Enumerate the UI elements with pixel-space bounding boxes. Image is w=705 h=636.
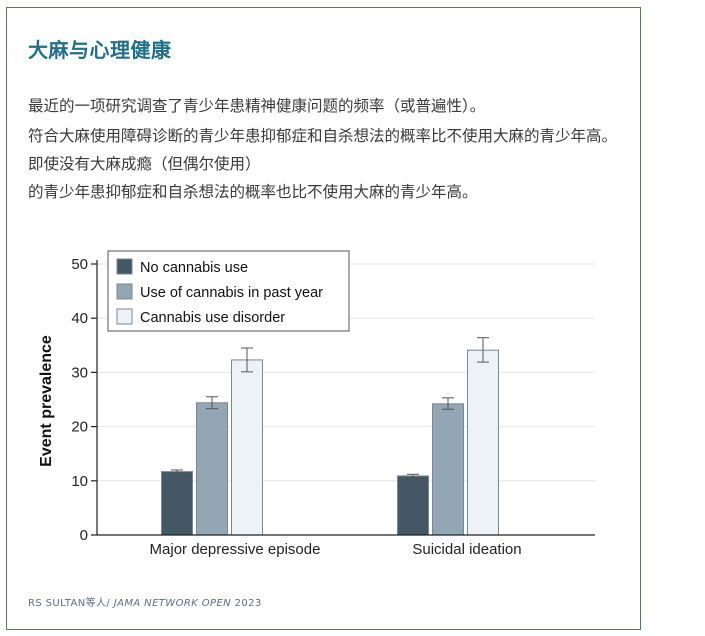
- y-tick-label: 20: [71, 419, 88, 436]
- source-journal: JAMA NETWORK OPEN: [113, 598, 232, 609]
- y-tick-label: 0: [80, 527, 88, 544]
- bar: [397, 475, 429, 536]
- bar: [196, 402, 228, 536]
- paragraph-line-4: 的青少年患抑郁症和自杀想法的概率也比不使用大麻的青少年高。: [28, 183, 478, 201]
- legend: No cannabis use Use of cannabis in past y…: [107, 250, 350, 332]
- source-author: RS SULTAN等人/: [28, 598, 114, 609]
- legend-label: Use of cannabis in past year: [140, 285, 323, 301]
- legend-swatch: [116, 308, 133, 325]
- bar: [161, 471, 193, 536]
- source-year: 2023: [231, 598, 262, 609]
- y-tick-label: 50: [71, 256, 88, 273]
- page-title: 大麻与心理健康: [28, 38, 172, 62]
- bar: [231, 359, 263, 536]
- y-tick-label: 40: [71, 310, 88, 327]
- y-tick-label: 10: [71, 473, 88, 490]
- legend-box: [107, 250, 350, 332]
- article-card: [6, 7, 641, 630]
- legend-swatch: [116, 283, 133, 300]
- source-credit: RS SULTAN等人/ JAMA NETWORK OPEN 2023: [28, 594, 262, 609]
- x-category-label: Major depressive episode: [150, 541, 321, 558]
- paragraph-line-1: 最近的一项研究调查了青少年患精神健康问题的频率（或普遍性）。: [28, 97, 486, 115]
- axes: 0 10 20 30 40 50 Major depressive episode Suici…: [71, 256, 595, 558]
- legend-label: Cannabis use disorder: [140, 310, 285, 326]
- bar: [467, 349, 499, 536]
- y-tick-label: 30: [71, 364, 88, 381]
- paragraph-line-2: 符合大麻使用障碍诊断的青少年患抑郁症和自杀想法的概率比不使用大麻的青少年高。: [28, 127, 618, 145]
- legend-label: No cannabis use: [140, 260, 248, 276]
- y-axis-title: Event prevalence: [38, 335, 55, 467]
- bars: [161, 337, 499, 536]
- x-category-label: Suicidal ideation: [412, 541, 521, 558]
- paragraph-line-3: 即使没有大麻成瘾（但偶尔使用）: [28, 155, 261, 173]
- bar: [432, 403, 464, 536]
- legend-swatch: [116, 258, 133, 275]
